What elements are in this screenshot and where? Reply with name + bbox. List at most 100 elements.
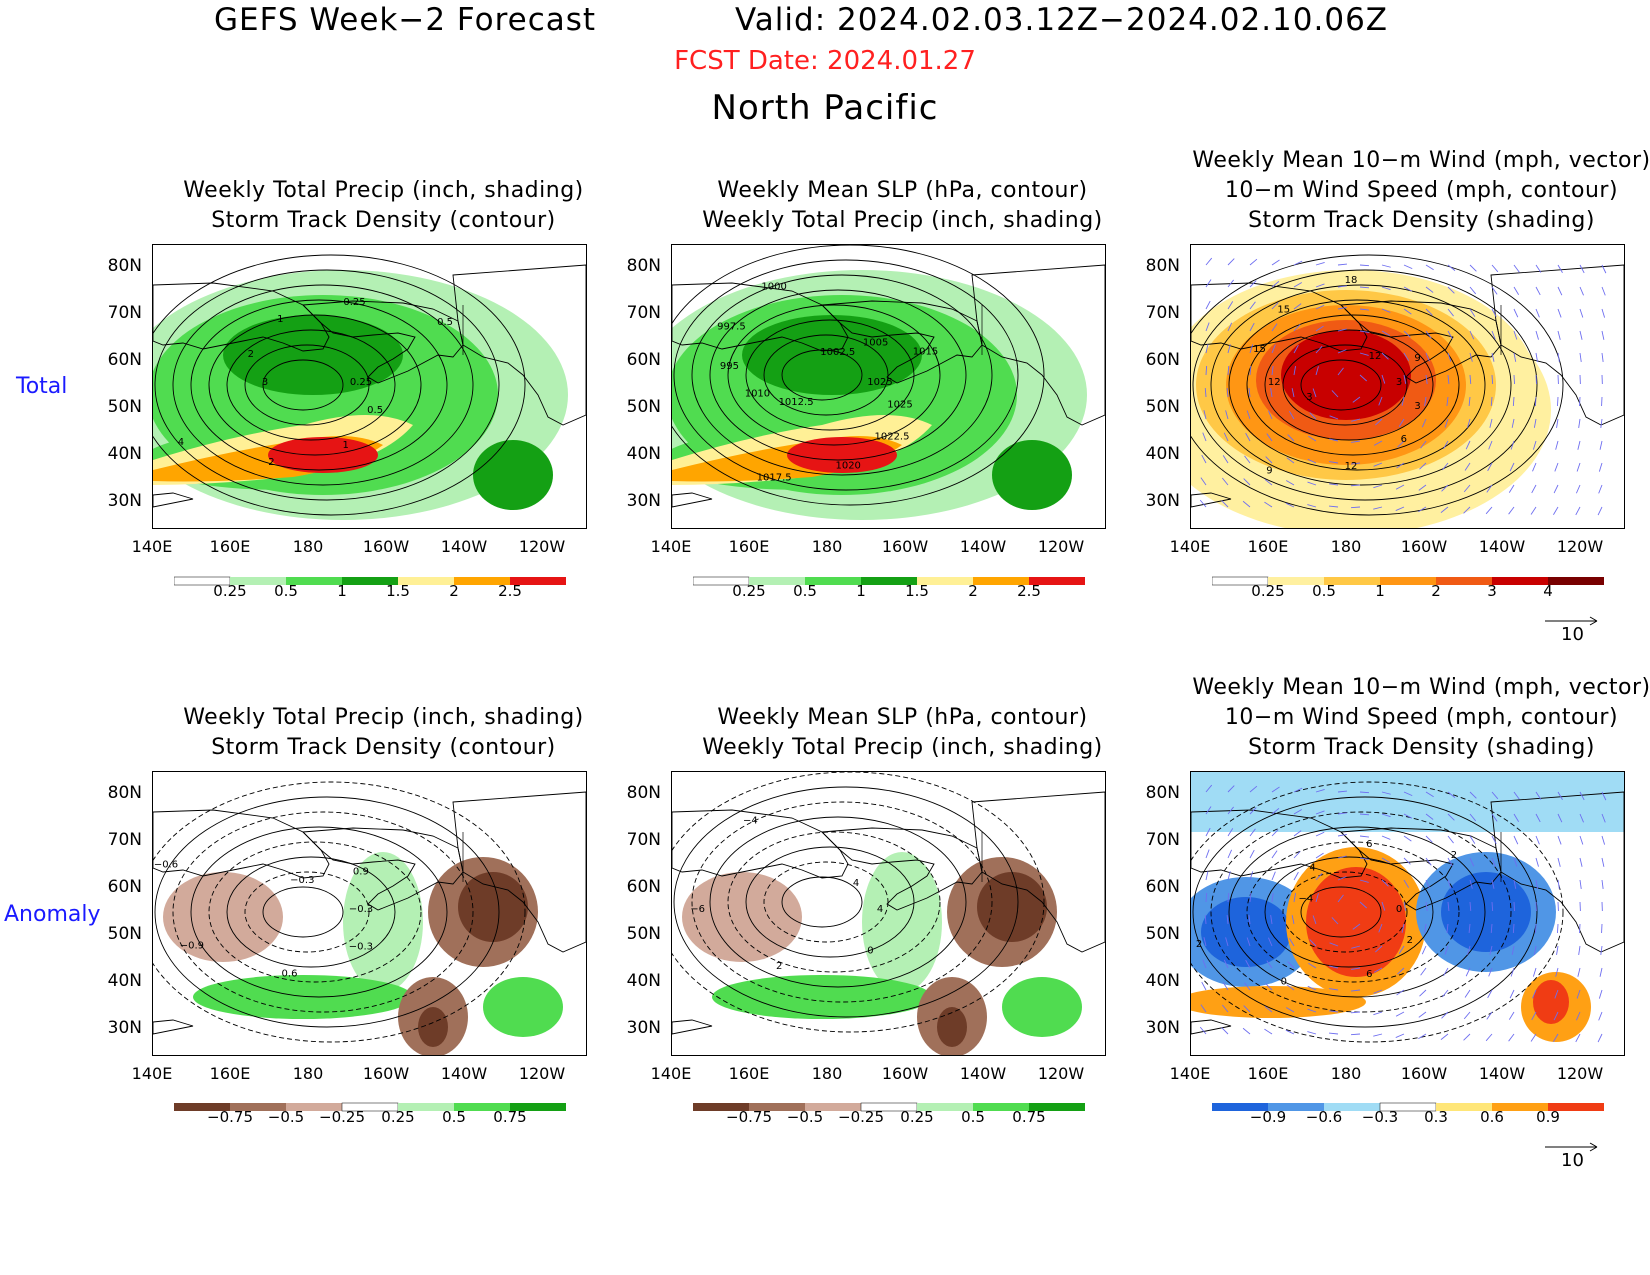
lat-label: 80N bbox=[1145, 256, 1180, 276]
colorbar-label: −0.6 bbox=[1305, 1108, 1343, 1126]
colorbar-swatch bbox=[805, 1103, 861, 1111]
map-total-slp: 1025 1025 1022.5 1020 1017.5 1012.5 1010 995 997… bbox=[672, 245, 1105, 520]
lon-label: 160W bbox=[362, 537, 410, 556]
colorbar-label: 0.9 bbox=[1536, 1108, 1560, 1126]
lon-label: 120W bbox=[1556, 1064, 1604, 1083]
lon-label: 180 bbox=[292, 537, 324, 556]
colorbar-swatch bbox=[510, 577, 566, 585]
colorbar-swatch bbox=[1436, 577, 1492, 585]
colorbar-swatch bbox=[286, 577, 342, 585]
panel-title-total-wind: Weekly Mean 10−m Wind (mph, vector) 10−m… bbox=[1192, 148, 1650, 233]
contour-label: −0.6 bbox=[154, 860, 178, 871]
colorbar-swatch bbox=[1548, 1103, 1604, 1111]
lat-label: 70N bbox=[1145, 303, 1180, 323]
colorbar-swatch bbox=[1492, 1103, 1548, 1111]
contour-label: 2 bbox=[1407, 935, 1413, 946]
lon-label: 160W bbox=[1400, 537, 1448, 556]
lon-label: 140E bbox=[131, 1064, 173, 1083]
colorbar-anom-wind bbox=[1212, 1098, 1604, 1124]
contour-label: 1025 bbox=[887, 399, 912, 410]
header-title-left: GEFS Week−2 Forecast bbox=[214, 2, 597, 38]
colorbar-swatch bbox=[454, 577, 510, 585]
colorbar-label: 0.3 bbox=[1424, 1108, 1448, 1126]
contour-label: 1005 bbox=[863, 337, 888, 348]
lat-label: 50N bbox=[626, 924, 661, 944]
contour-label: 0 bbox=[1281, 977, 1287, 988]
colorbar-label: −0.25 bbox=[838, 1108, 884, 1126]
lon-label: 160E bbox=[728, 537, 770, 556]
contour-label: −4 bbox=[1299, 894, 1314, 905]
lat-label: 70N bbox=[1145, 830, 1180, 850]
contour-label: 12 bbox=[1268, 377, 1281, 388]
contour-label: 2 bbox=[268, 457, 274, 468]
lat-label: 40N bbox=[1145, 444, 1180, 464]
lon-label: 160W bbox=[1400, 1064, 1448, 1083]
vector-scale-arrow bbox=[1543, 612, 1603, 626]
colorbar-swatch bbox=[1268, 577, 1324, 585]
map-anom-slp: 4 0 2 −6 −4 4 bbox=[672, 772, 1105, 1055]
colorbar-swatch bbox=[973, 1103, 1029, 1111]
lon-label: 140E bbox=[650, 537, 692, 556]
lon-label: 160W bbox=[362, 1064, 410, 1083]
colorbar-label: 0.25 bbox=[381, 1108, 415, 1126]
colorbar-swatch bbox=[917, 577, 973, 585]
contour-label: 15 bbox=[1277, 304, 1290, 315]
contour-label: −4 bbox=[743, 816, 758, 827]
lat-label: 30N bbox=[626, 1018, 661, 1038]
colorbar-swatch bbox=[805, 577, 861, 585]
lat-label: 40N bbox=[107, 444, 142, 464]
lat-label: 30N bbox=[107, 491, 142, 511]
colorbar-swatch bbox=[973, 577, 1029, 585]
contour-label: 1017.5 bbox=[757, 472, 792, 483]
lon-label: 160E bbox=[728, 1064, 770, 1083]
contour-label: 6 bbox=[1366, 839, 1372, 850]
colorbar-swatch bbox=[230, 1103, 286, 1111]
colorbar-swatch bbox=[1548, 577, 1604, 585]
lat-label: 50N bbox=[1145, 924, 1180, 944]
contour-label: 2 bbox=[776, 961, 782, 972]
lat-label: 70N bbox=[626, 303, 661, 323]
lon-label: 140W bbox=[959, 1064, 1007, 1083]
contour-label: 1002.5 bbox=[820, 347, 855, 358]
colorbar-swatch bbox=[749, 577, 805, 585]
contour-label: 0.5 bbox=[437, 317, 453, 328]
colorbar-swatch bbox=[230, 577, 286, 585]
colorbar-label: 3 bbox=[1487, 582, 1497, 600]
contour-label: 2 bbox=[1451, 850, 1457, 861]
lon-label: 140E bbox=[1169, 1064, 1211, 1083]
lat-label: 40N bbox=[626, 971, 661, 991]
colorbar-label: 2 bbox=[968, 582, 978, 600]
contour-label: 3 bbox=[1414, 401, 1420, 412]
lon-label: 120W bbox=[518, 537, 566, 556]
colorbar-swatch bbox=[1436, 1103, 1492, 1111]
contour-label: 0.5 bbox=[367, 405, 383, 416]
map-panel-total-wind: 3 3 6 12 9 3 12 15 15 18 12 9 bbox=[1190, 244, 1625, 529]
colorbar-swatch bbox=[749, 1103, 805, 1111]
lon-label: 140W bbox=[440, 1064, 488, 1083]
colorbar-swatch bbox=[1268, 1103, 1324, 1111]
lat-label: 60N bbox=[1145, 877, 1180, 897]
lon-label: 120W bbox=[518, 1064, 566, 1083]
contour-label: 2 bbox=[248, 349, 254, 360]
contour-label: 18 bbox=[1345, 275, 1358, 286]
colorbar-label: 2 bbox=[449, 582, 459, 600]
contour-label: 1020 bbox=[835, 460, 860, 471]
colorbar-anom-precip bbox=[174, 1098, 566, 1124]
lon-label: 160E bbox=[209, 537, 251, 556]
lon-label: 140E bbox=[1169, 537, 1211, 556]
map-panel-total-slp: 1025 1025 1022.5 1020 1017.5 1012.5 1010 995 997… bbox=[671, 244, 1106, 529]
colorbar-label: 1.5 bbox=[905, 582, 929, 600]
colorbar-label: −0.3 bbox=[1361, 1108, 1399, 1126]
map-panel-anom-wind: 0 2 6 0 2 −4 4 6 2 bbox=[1190, 771, 1625, 1056]
lat-label: 70N bbox=[107, 830, 142, 850]
lat-label: 80N bbox=[107, 256, 142, 276]
lat-label: 30N bbox=[626, 491, 661, 511]
lon-label: 140W bbox=[1478, 1064, 1526, 1083]
contour-label: 3 bbox=[1396, 377, 1402, 388]
colorbar-label: −0.5 bbox=[786, 1108, 824, 1126]
contour-label: −0.9 bbox=[180, 940, 204, 951]
lon-label: 160W bbox=[881, 1064, 929, 1083]
contour-label: 0 bbox=[867, 946, 873, 957]
contour-label: 4 bbox=[877, 904, 883, 915]
map-anom-wind: 0 2 6 0 2 −4 4 6 2 bbox=[1191, 772, 1624, 1043]
